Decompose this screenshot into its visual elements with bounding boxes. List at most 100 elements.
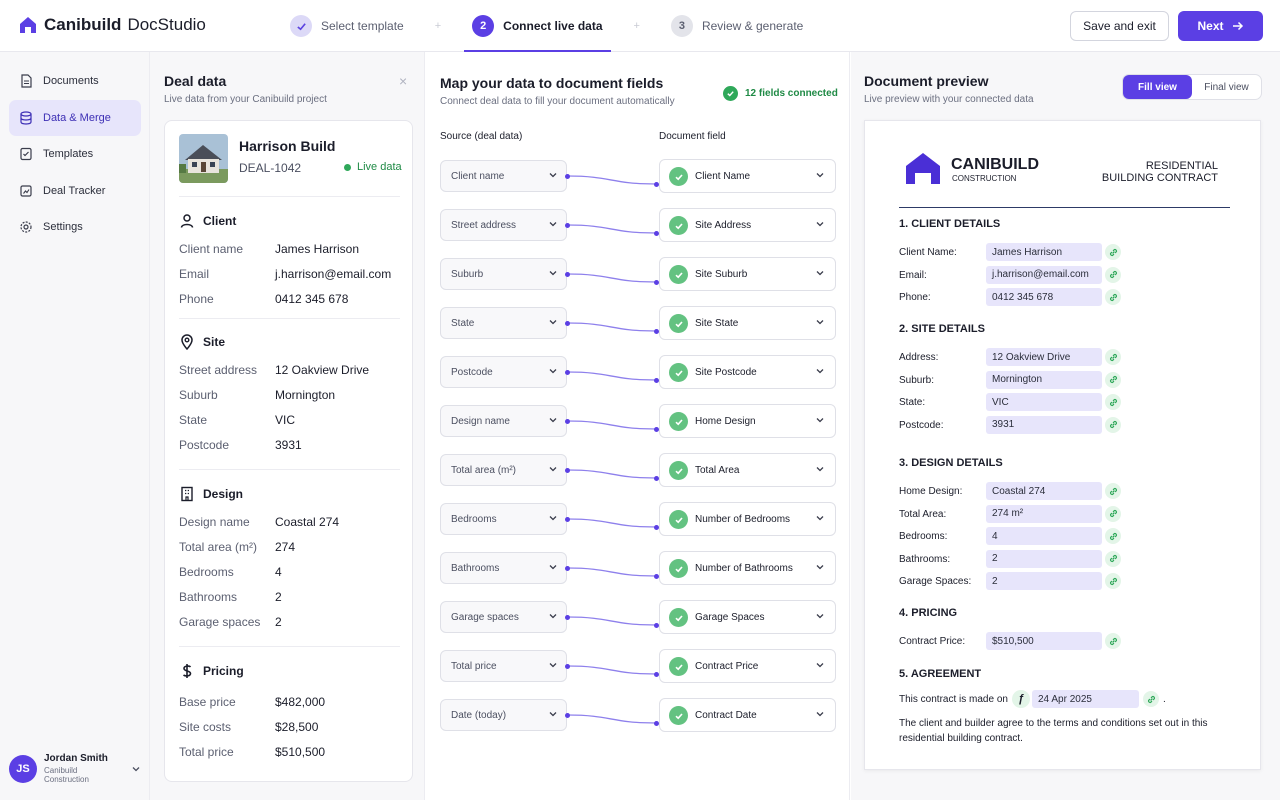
connector-dot[interactable] bbox=[565, 271, 570, 277]
merge-field-value[interactable]: VIC bbox=[986, 393, 1102, 411]
document-field-select[interactable]: Site Suburb bbox=[659, 257, 836, 291]
connector-dot[interactable] bbox=[565, 614, 570, 620]
sidebar-item-data-merge[interactable]: Data & Merge bbox=[9, 100, 141, 136]
connector-dot[interactable] bbox=[654, 524, 659, 530]
document-field-select[interactable]: Contract Date bbox=[659, 698, 836, 732]
merge-field-value[interactable]: 3931 bbox=[986, 415, 1102, 434]
connector-dot[interactable] bbox=[565, 418, 570, 424]
connector-dot[interactable] bbox=[565, 173, 570, 179]
connector-dot[interactable] bbox=[654, 181, 659, 187]
merge-field-value[interactable]: 4 bbox=[986, 527, 1102, 545]
app-logo[interactable]: Canibuild DocStudio bbox=[18, 15, 206, 35]
step-connect-live-data[interactable]: 2 Connect live data bbox=[464, 0, 611, 52]
link-icon[interactable] bbox=[1105, 371, 1121, 388]
merge-field-value[interactable]: 12 Oakview Drive bbox=[986, 348, 1102, 366]
source-select[interactable]: Total area (m²) bbox=[440, 454, 567, 486]
link-icon[interactable] bbox=[1105, 244, 1121, 260]
source-select[interactable]: Total price bbox=[440, 650, 567, 682]
connector-dot[interactable] bbox=[565, 222, 570, 228]
link-icon[interactable] bbox=[1105, 505, 1121, 522]
source-select[interactable]: Street address bbox=[440, 209, 567, 241]
link-icon[interactable] bbox=[1105, 573, 1121, 589]
connector-dot[interactable] bbox=[565, 516, 570, 522]
sidebar-item-documents[interactable]: Documents bbox=[9, 63, 141, 99]
document-field-select[interactable]: Contract Price bbox=[659, 649, 836, 683]
link-icon[interactable] bbox=[1105, 394, 1121, 410]
save-and-exit-button[interactable]: Save and exit bbox=[1070, 11, 1169, 41]
connector-dot[interactable] bbox=[654, 671, 659, 677]
document-field-select[interactable]: Home Design bbox=[659, 404, 836, 438]
connector-dot[interactable] bbox=[654, 720, 659, 726]
source-select[interactable]: Date (today) bbox=[440, 699, 567, 731]
merge-field-value[interactable]: Mornington bbox=[986, 370, 1102, 389]
connector-dot[interactable] bbox=[565, 712, 570, 718]
link-icon[interactable] bbox=[1105, 528, 1121, 544]
next-button[interactable]: Next bbox=[1178, 11, 1263, 41]
connector-dot[interactable] bbox=[565, 467, 570, 473]
row-value: VIC bbox=[275, 413, 296, 427]
source-select[interactable]: State bbox=[440, 307, 567, 339]
connector-dot[interactable] bbox=[565, 369, 570, 375]
row-key: Bathrooms bbox=[179, 590, 238, 604]
source-select[interactable]: Bedrooms bbox=[440, 503, 567, 535]
connector-dot[interactable] bbox=[654, 230, 659, 236]
user-menu[interactable]: JS Jordan Smith Canibuild Construction bbox=[9, 753, 141, 784]
formula-icon[interactable]: ƒ bbox=[1012, 690, 1030, 708]
connector-dot[interactable] bbox=[565, 663, 570, 669]
merge-field-value[interactable]: 2 bbox=[986, 549, 1102, 568]
sidebar-item-templates[interactable]: Templates bbox=[9, 136, 141, 172]
merge-field-value[interactable]: 0412 345 678 bbox=[986, 288, 1102, 306]
doc-field-label: Address: bbox=[899, 352, 939, 363]
sidebar-item-deal-tracker[interactable]: Deal Tracker bbox=[9, 173, 141, 209]
connector-dot[interactable] bbox=[654, 475, 659, 481]
step-select-template[interactable]: Select template bbox=[290, 0, 404, 52]
merge-field-value[interactable]: 2 bbox=[986, 572, 1102, 590]
link-icon[interactable] bbox=[1105, 349, 1121, 365]
step-review-generate[interactable]: 3 Review & generate bbox=[670, 0, 803, 52]
document-field-select[interactable]: Number of Bedrooms bbox=[659, 502, 836, 536]
document-field-select[interactable]: Number of Bathrooms bbox=[659, 551, 836, 585]
row-key: State bbox=[179, 413, 208, 427]
connector-dot[interactable] bbox=[565, 565, 570, 571]
link-icon[interactable] bbox=[1105, 483, 1121, 499]
document-field-select[interactable]: Site Address bbox=[659, 208, 836, 242]
link-icon[interactable] bbox=[1105, 550, 1121, 567]
live-badge: Live data bbox=[344, 161, 402, 173]
merge-field-value[interactable]: Coastal 274 bbox=[986, 482, 1102, 500]
document-field-select[interactable]: Client Name bbox=[659, 159, 836, 193]
connector-dot[interactable] bbox=[654, 426, 659, 432]
link-icon[interactable] bbox=[1105, 289, 1121, 305]
document-field-select[interactable]: Garage Spaces bbox=[659, 600, 836, 634]
document-field-select[interactable]: Total Area bbox=[659, 453, 836, 487]
link-icon[interactable] bbox=[1105, 266, 1121, 283]
connector-dot[interactable] bbox=[565, 320, 570, 326]
connector-dot[interactable] bbox=[654, 377, 659, 383]
connector-dot[interactable] bbox=[654, 622, 659, 628]
merge-field-value[interactable]: James Harrison bbox=[986, 243, 1102, 261]
final-view-button[interactable]: Final view bbox=[1204, 81, 1249, 93]
agreement-date-field[interactable]: 24 Apr 2025 bbox=[1032, 690, 1139, 708]
link-icon[interactable] bbox=[1105, 633, 1121, 649]
divider bbox=[179, 196, 400, 197]
source-select[interactable]: Design name bbox=[440, 405, 567, 437]
connector-dot[interactable] bbox=[654, 573, 659, 579]
row-key: Street address bbox=[179, 363, 258, 377]
merge-field-value[interactable]: $510,500 bbox=[986, 632, 1102, 650]
source-select[interactable]: Client name bbox=[440, 160, 567, 192]
document-field-select[interactable]: Site State bbox=[659, 306, 836, 340]
source-select[interactable]: Suburb bbox=[440, 258, 567, 290]
close-icon[interactable]: × bbox=[399, 73, 408, 89]
doc-rule bbox=[899, 207, 1230, 208]
connector-dot[interactable] bbox=[654, 279, 659, 285]
link-icon[interactable] bbox=[1143, 691, 1159, 707]
merge-field-value[interactable]: j.harrison@email.com bbox=[986, 265, 1102, 284]
source-select[interactable]: Garage spaces bbox=[440, 601, 567, 633]
sidebar-item-settings[interactable]: Settings bbox=[9, 209, 141, 245]
fill-view-button[interactable]: Fill view bbox=[1123, 75, 1192, 99]
source-select[interactable]: Postcode bbox=[440, 356, 567, 388]
document-field-select[interactable]: Site Postcode bbox=[659, 355, 836, 389]
source-select[interactable]: Bathrooms bbox=[440, 552, 567, 584]
merge-field-value[interactable]: 274 m² bbox=[986, 504, 1102, 523]
connector-dot[interactable] bbox=[654, 328, 659, 334]
link-icon[interactable] bbox=[1105, 416, 1121, 433]
